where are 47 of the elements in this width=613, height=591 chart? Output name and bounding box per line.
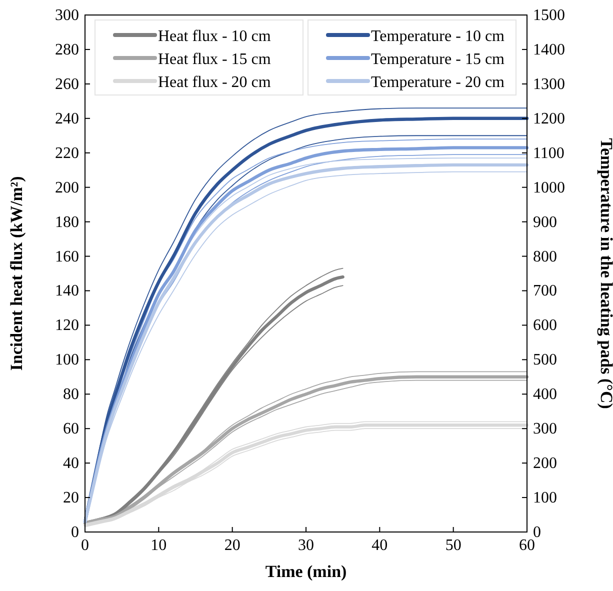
y2-tick-label: 100 <box>533 490 557 507</box>
x-tick-label: 20 <box>224 537 240 554</box>
y2-tick-label: 800 <box>533 248 557 266</box>
y-tick-label: 120 <box>55 317 79 334</box>
y-axis-title: Incident heat flux (kW/m²) <box>7 176 26 371</box>
y-tick-label: 140 <box>55 282 79 300</box>
y2-tick-label: 1200 <box>533 110 565 128</box>
y2-tick-label: 1500 <box>533 7 565 24</box>
y-tick-label: 180 <box>55 214 79 231</box>
y-tick-label: 280 <box>55 41 79 58</box>
y2-tick-label: 600 <box>533 317 557 334</box>
y2-tick-label: 700 <box>533 282 557 300</box>
x-axis-title: Time (min) <box>265 562 347 581</box>
y-tick-label: 80 <box>63 386 79 404</box>
y2-tick-label: 300 <box>533 420 557 438</box>
y2-axis-title: Temperature in the heating pads (°C) <box>597 138 613 409</box>
y2-tick-label: 1400 <box>533 41 565 58</box>
y-tick-label: 40 <box>63 455 79 472</box>
y-tick-label: 200 <box>55 179 79 196</box>
y2-tick-label: 500 <box>533 352 557 369</box>
y-tick-label: 20 <box>63 490 79 507</box>
legend-label: Heat flux - 15 cm <box>158 51 272 68</box>
x-tick-label: 40 <box>372 537 388 554</box>
y-tick-label: 60 <box>63 420 79 438</box>
y-tick-label: 100 <box>55 352 79 369</box>
y2-tick-label: 400 <box>533 386 557 404</box>
x-tick-label: 60 <box>519 537 535 554</box>
x-tick-label: 30 <box>298 537 314 554</box>
y-tick-label: 220 <box>55 144 79 162</box>
y-tick-label: 0 <box>71 524 79 541</box>
y2-tick-label: 1300 <box>533 76 565 93</box>
y-tick-label: 240 <box>55 110 79 128</box>
legend-label: Heat flux - 20 cm <box>158 74 272 91</box>
x-tick-label: 50 <box>445 537 462 554</box>
y2-tick-label: 900 <box>533 214 557 231</box>
legend-label: Temperature - 10 cm <box>371 28 506 45</box>
legend-label: Temperature - 15 cm <box>371 51 506 68</box>
y2-tick-label: 200 <box>533 455 557 472</box>
y-tick-label: 160 <box>55 248 79 266</box>
y2-tick-label: 1000 <box>533 179 565 196</box>
y2-tick-label: 0 <box>533 524 541 541</box>
y2-tick-label: 1100 <box>533 144 564 162</box>
legend-label: Temperature - 20 cm <box>371 74 506 91</box>
y-tick-label: 260 <box>55 76 79 93</box>
y-tick-label: 300 <box>55 7 79 24</box>
legend-label: Heat flux - 10 cm <box>158 28 272 45</box>
x-tick-label: 10 <box>150 537 167 554</box>
